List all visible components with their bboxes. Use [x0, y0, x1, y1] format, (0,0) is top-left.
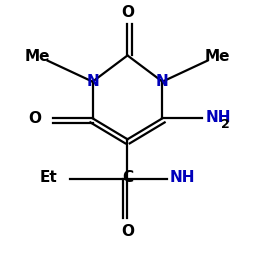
Text: N: N [86, 74, 99, 89]
Text: Me: Me [204, 49, 229, 64]
Text: C: C [121, 170, 133, 185]
Text: NH: NH [169, 170, 195, 185]
Text: O: O [28, 111, 41, 126]
Text: 2: 2 [220, 118, 229, 131]
Text: O: O [121, 224, 133, 239]
Text: Me: Me [25, 49, 50, 64]
Text: NH: NH [205, 109, 231, 124]
Text: O: O [121, 5, 133, 20]
Text: N: N [155, 74, 168, 89]
Text: Et: Et [40, 170, 57, 185]
